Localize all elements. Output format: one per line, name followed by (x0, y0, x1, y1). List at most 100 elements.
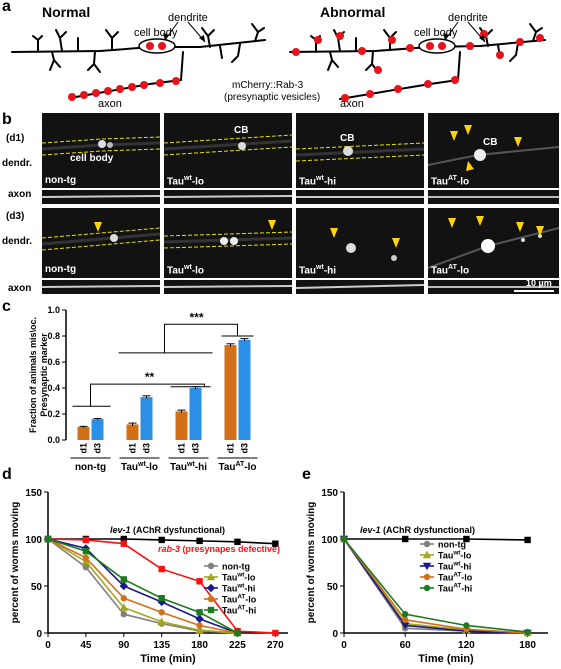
y-axis-label: percent of worms moving (10, 502, 21, 624)
strain-label: non-tg (45, 175, 77, 186)
data-point (196, 537, 203, 545)
data-point (120, 611, 127, 618)
marker-label-2: (presynaptic vesicles) (224, 92, 321, 103)
data-point (340, 535, 348, 543)
data-point (401, 622, 410, 630)
abnormal-title: Abnormal (320, 4, 386, 20)
image-d3-tauwthi: Tauwt-hi (296, 208, 424, 278)
data-point (82, 536, 90, 544)
bar (175, 411, 188, 440)
group-label: non-tg (75, 462, 106, 472)
cell-body-normal (138, 38, 176, 54)
x-tick-label: 180 (519, 640, 536, 651)
axon-d3-nontg (42, 280, 160, 294)
y-axis-label-2: Presynaptic marker (39, 333, 49, 417)
day-tick-label: d1 (128, 443, 138, 454)
legend-label: TauAT-lo (438, 572, 473, 583)
series-line (47, 538, 238, 634)
series-line (343, 538, 528, 634)
data-point (82, 554, 90, 561)
y-tick-label: 50 (327, 582, 339, 593)
y-tick-label: 0.2 (47, 409, 60, 419)
legend-label: non-tg (222, 562, 250, 572)
legend-label: Tauwt-lo (222, 572, 256, 583)
series-non-tg (340, 535, 531, 637)
row-label-d1: (d1) (6, 133, 25, 144)
day-tick-label: d3 (240, 443, 250, 454)
dendrite-label-normal: dendrite (168, 12, 208, 24)
y-tick-label: 100 (25, 535, 42, 546)
group-label: Tauwt-hi (170, 461, 207, 472)
data-point (272, 540, 279, 547)
annotation-lev: lev-1 (AChR dysfunctional) (360, 525, 475, 535)
row-label-d3: (d3) (6, 211, 25, 222)
day-tick-label: d1 (226, 443, 236, 454)
legend-marker (422, 562, 432, 571)
series-tau-at-hi (44, 535, 241, 637)
legend-marker (206, 572, 216, 581)
panel-b: b (d1) dendr. axon (d3) dendr. axon cell… (0, 111, 561, 303)
data-point (196, 578, 203, 585)
data-point (157, 617, 166, 625)
data-point (81, 557, 91, 565)
y-tick-label: 150 (25, 488, 42, 499)
data-point (44, 535, 52, 543)
strain-label: Tauwt-lo (167, 264, 205, 277)
significance-bracket-2 (118, 323, 238, 354)
data-point (195, 625, 204, 634)
bar (140, 397, 153, 440)
annotation-rab: rab-3 (presynapes defective) (158, 544, 280, 554)
strain-label: TauAT-lo (431, 264, 470, 277)
image-d3-tauwtlo: Tauwt-lo (164, 208, 292, 278)
legend-marker (206, 583, 216, 593)
axon-d1-tauatlo (428, 190, 559, 204)
day-tick-label: d1 (79, 443, 89, 454)
series-line (343, 538, 528, 634)
data-point (158, 536, 165, 544)
x-tick-label: 90 (118, 640, 130, 651)
dendr-label-d1: dendr. (2, 158, 33, 169)
data-point (524, 628, 531, 636)
series-line (343, 538, 528, 634)
y-tick-label: 0.8 (47, 331, 60, 341)
strain-label: Tauwt-lo (167, 175, 205, 188)
x-tick-label: 270 (267, 640, 284, 651)
neuron-diagrams (11, 21, 546, 102)
x-tick-label: 0 (341, 640, 347, 651)
significance-label-2: *** (189, 310, 203, 324)
legend-marker (207, 595, 215, 603)
data-point (119, 581, 128, 591)
day-tick-label: d3 (142, 443, 152, 454)
legend-label: TauAT-hi (438, 583, 472, 594)
legend-label: TauAT-hi (222, 605, 256, 616)
bar-chart-c: 0.0 0.2 0.4 0.6 0.8 1.0 Fraction of animals mi… (28, 305, 258, 472)
legend-marker (207, 562, 215, 570)
x-tick-label: 60 (400, 640, 412, 651)
legend-label: Tauwt-hi (222, 583, 255, 594)
data-point (120, 576, 127, 583)
x-axis-label: Time (min) (140, 653, 196, 665)
strain-label: Tauwt-hi (299, 264, 337, 277)
y-tick-label: 0.0 (47, 435, 60, 445)
cell-body-label-abnormal: cell body (414, 27, 458, 39)
panel-letter-a: a (2, 0, 11, 15)
series-line (47, 538, 238, 634)
data-point (402, 616, 409, 624)
series-line (343, 538, 528, 634)
panel-e: e 0 50 100 150 0 60 120 180 Time (min) percent of… (300, 466, 561, 669)
line-chart-e: 0 50 100 150 0 60 120 180 Time (min) percent of w… (306, 488, 548, 665)
bar (189, 388, 202, 440)
cell-body-abnormal (418, 38, 456, 54)
series-line (344, 538, 528, 541)
series-tau-at-lo (340, 535, 531, 637)
day-tick-label: d3 (191, 443, 201, 454)
data-point (402, 535, 409, 543)
legend-label: non-tg (438, 540, 466, 550)
legend-marker (423, 584, 431, 592)
y-axis-label: percent of worms moving (306, 502, 317, 624)
scale-bar-label: 10 µm (526, 280, 552, 288)
y-tick-label: 1.0 (47, 305, 60, 315)
panel-letter-c: c (2, 298, 11, 315)
data-point (120, 535, 127, 543)
series-line (47, 538, 238, 634)
